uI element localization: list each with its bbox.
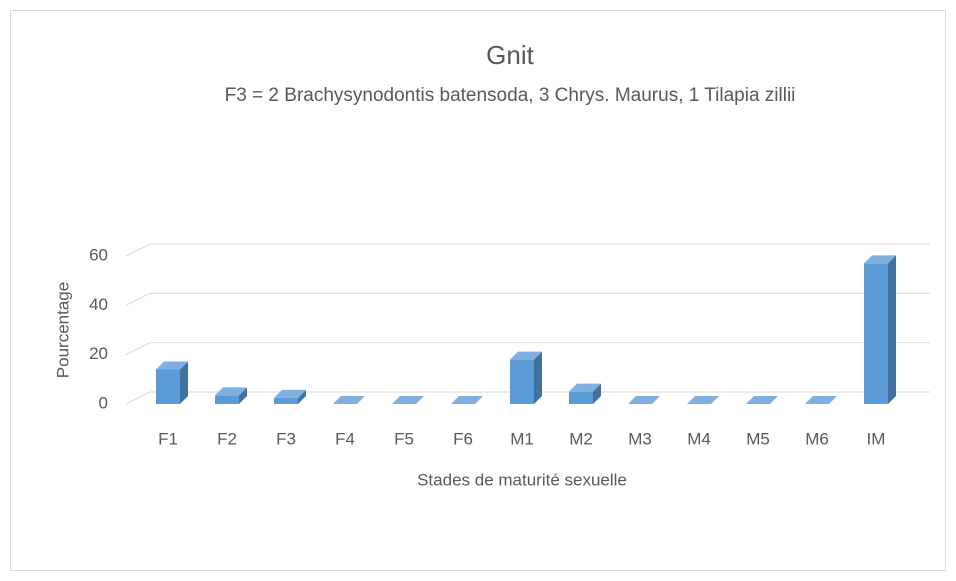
bar-side — [180, 361, 188, 404]
y-axis-label: Pourcentage — [53, 282, 72, 378]
x-tick-label: M1 — [510, 429, 534, 448]
bar-top — [746, 396, 778, 404]
bar-top — [805, 396, 837, 404]
x-tick-label: F1 — [158, 429, 178, 448]
grid-line — [125, 243, 930, 257]
chart-subtitle: F3 = 2 Brachysynodontis batensoda, 3 Chr… — [224, 85, 796, 106]
y-tick-label: 0 — [99, 393, 108, 412]
y-tick-label: 60 — [89, 245, 108, 264]
grid-line — [125, 292, 930, 306]
bar-top — [156, 361, 188, 370]
bar — [215, 395, 239, 404]
x-tick-label: M3 — [628, 429, 652, 448]
bar-top — [687, 396, 719, 404]
x-tick-label: F2 — [217, 429, 237, 448]
bar-side — [888, 255, 896, 404]
grid-line — [125, 342, 930, 356]
y-tick-label: 20 — [89, 344, 108, 363]
chart-title: Gnit — [486, 40, 534, 70]
x-tick-label: IM — [867, 429, 886, 448]
bar-top — [333, 396, 365, 404]
bar-top — [628, 396, 660, 404]
grid-line — [125, 391, 930, 405]
bar — [156, 369, 180, 404]
x-tick-label: F6 — [453, 429, 473, 448]
x-axis-label: Stades de maturité sexuelle — [417, 470, 627, 489]
x-tick-label: M5 — [746, 429, 770, 448]
bar-side — [239, 387, 247, 404]
x-tick-label: M4 — [687, 429, 711, 448]
bar-top — [215, 387, 247, 396]
x-tick-label: M6 — [805, 429, 829, 448]
bar-side — [298, 389, 306, 404]
bar-top — [392, 396, 424, 404]
x-tick-label: M2 — [569, 429, 593, 448]
bar-top — [569, 383, 601, 392]
bar-side — [534, 351, 542, 404]
y-tick-label: 40 — [89, 295, 108, 314]
bar — [510, 359, 534, 404]
bar-side — [593, 383, 601, 404]
bar-top — [451, 396, 483, 404]
x-tick-label: F3 — [276, 429, 296, 448]
bar — [569, 391, 593, 404]
bar — [274, 397, 298, 404]
chart-border — [10, 10, 946, 571]
x-tick-label: F5 — [394, 429, 414, 448]
x-tick-label: F4 — [335, 429, 355, 448]
bar — [864, 263, 888, 404]
bar-top — [274, 389, 306, 398]
bar-top — [510, 351, 542, 360]
bar-top — [864, 255, 896, 264]
